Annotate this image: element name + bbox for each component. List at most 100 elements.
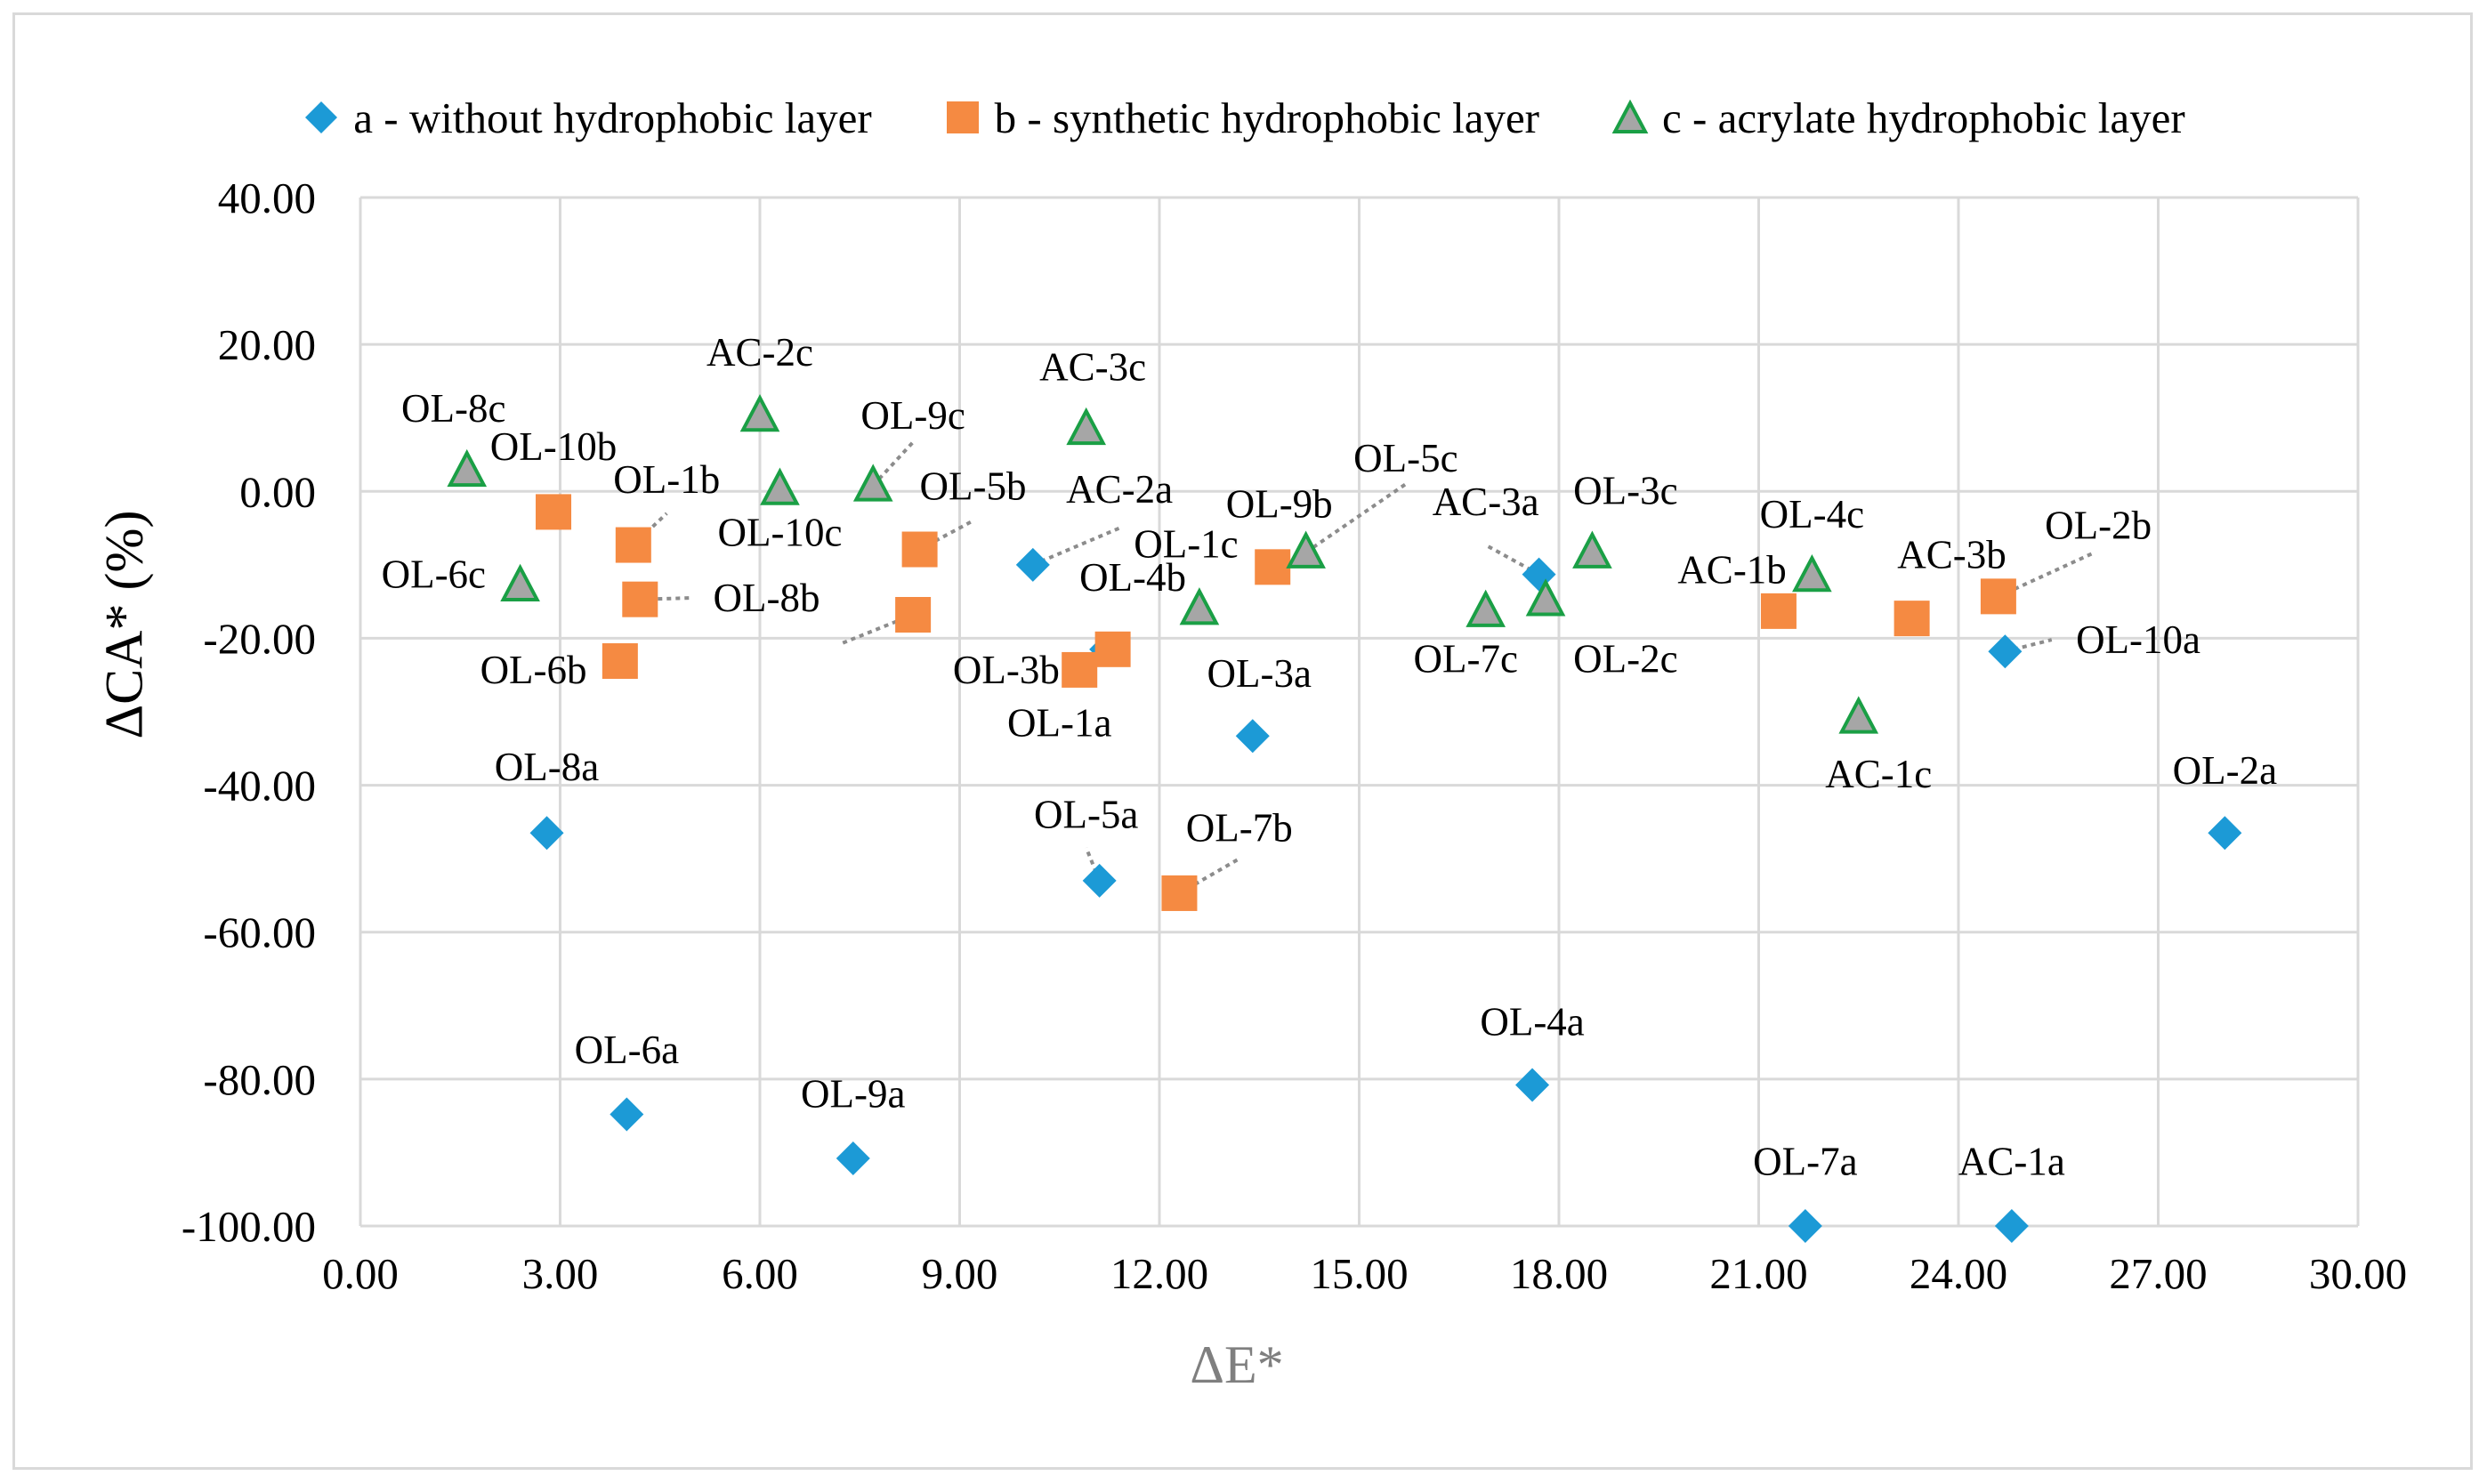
data-point-ol-4a[interactable]: [1515, 1068, 1550, 1102]
data-label-ol-5c: OL-5c: [1353, 436, 1457, 480]
x-tick-label: 9.00: [922, 1249, 998, 1298]
y-tick-label: 20.00: [218, 320, 316, 369]
data-label-ac-3b: AC-3b: [1897, 532, 2007, 577]
data-point-ol-7c[interactable]: [1466, 589, 1506, 627]
y-tick-label: 40.00: [218, 173, 316, 222]
data-label-ol-3a: OL-3a: [1207, 651, 1312, 696]
x-tick-label: 12.00: [1110, 1249, 1208, 1298]
data-label-ac-1b: AC-1b: [1677, 548, 1787, 593]
data-point-ol-5a[interactable]: [1082, 863, 1117, 898]
data-point-ol-6b[interactable]: [602, 643, 638, 680]
data-label-ol-4c: OL-4c: [1760, 492, 1864, 536]
data-point-ol-10b[interactable]: [536, 494, 572, 530]
y-axis-title: ΔCA* (%): [94, 510, 154, 739]
data-label-ol-4b: OL-4b: [1079, 555, 1186, 600]
data-label-ol-7c: OL-7c: [1414, 637, 1518, 682]
leader-line: [1032, 526, 1120, 567]
data-point-ol-2b[interactable]: [1980, 578, 2016, 615]
y-tick-label: -80.00: [203, 1055, 316, 1104]
data-point-ac-1b[interactable]: [1760, 593, 1797, 629]
x-tick-label: 18.00: [1510, 1249, 1608, 1298]
data-point-ol-10c[interactable]: [760, 467, 800, 505]
x-tick-label: 15.00: [1310, 1249, 1408, 1298]
leader-line: [632, 512, 668, 547]
data-label-ol-8b: OL-8b: [713, 576, 820, 620]
data-label-ol-6c: OL-6c: [382, 552, 486, 597]
square-icon: [943, 98, 982, 137]
data-point-ol-5c[interactable]: [1286, 530, 1326, 569]
data-point-ol-7a[interactable]: [1788, 1209, 1822, 1243]
data-point-ol-6a[interactable]: [610, 1097, 644, 1132]
data-label-ol-7a: OL-7a: [1753, 1139, 1857, 1183]
triangle-icon: [1611, 98, 1650, 137]
data-point-ol-4b[interactable]: [1094, 631, 1131, 667]
data-point-ol-4c[interactable]: [1792, 553, 1832, 593]
data-label-ac-1a: AC-1a: [1958, 1139, 2065, 1183]
data-label-ol-3c: OL-3c: [1573, 468, 1677, 512]
data-point-ac-3b[interactable]: [1894, 601, 1930, 637]
data-label-ol-10b: OL-10b: [490, 424, 617, 469]
data-point-ol-9c[interactable]: [852, 464, 893, 502]
x-tick-label: 24.00: [1910, 1249, 2007, 1298]
data-point-ol-3a[interactable]: [1235, 719, 1270, 754]
data-point-ol-10a[interactable]: [1988, 634, 2023, 669]
data-label-ac-3c: AC-3c: [1039, 345, 1146, 390]
x-tick-label: 0.00: [322, 1249, 399, 1298]
data-point-ol-1b[interactable]: [615, 527, 651, 563]
data-label-ol-9c: OL-9c: [860, 393, 965, 438]
data-label-ol-5b: OL-5b: [919, 464, 1026, 509]
x-tick-label: 3.00: [522, 1249, 599, 1298]
data-label-ol-7b: OL-7b: [1186, 805, 1293, 850]
data-point-ol-6c[interactable]: [500, 563, 540, 601]
data-point-ac-3a[interactable]: [1522, 557, 1556, 592]
data-label-ol-1a: OL-1a: [1007, 700, 1111, 745]
data-label-ol-6a: OL-6a: [575, 1028, 679, 1072]
chart-legend: a - without hydrophobic layer b - synthe…: [0, 82, 2487, 153]
data-point-ol-8b[interactable]: [622, 581, 658, 617]
x-tick-label: 27.00: [2109, 1249, 2207, 1298]
x-axis-title: ΔE*: [1190, 1335, 1284, 1394]
legend-item-a[interactable]: a - without hydrophobic layer: [302, 93, 872, 143]
data-point-ac-2c[interactable]: [739, 393, 780, 432]
y-tick-label: -40.00: [203, 762, 316, 811]
data-point-ol-3b[interactable]: [1062, 651, 1098, 688]
data-point-ac-1a[interactable]: [1994, 1209, 2029, 1243]
data-point-ol-9a[interactable]: [836, 1141, 870, 1176]
data-point-ol-8a[interactable]: [529, 816, 564, 851]
data-label-ol-4a: OL-4a: [1480, 999, 1584, 1044]
data-point-ol-1c[interactable]: [1179, 587, 1220, 625]
data-label-ac-2c: AC-2c: [707, 330, 813, 375]
data-label-ac-2a: AC-2a: [1066, 467, 1173, 512]
data-label-ol-5a: OL-5a: [1034, 793, 1138, 837]
legend-label-c: c - acrylate hydrophobic layer: [1662, 93, 2185, 142]
data-label-ol-9a: OL-9a: [801, 1071, 905, 1116]
data-label-ol-3b: OL-3b: [953, 648, 1060, 692]
data-point-ac-2a[interactable]: [1015, 547, 1050, 582]
data-point-ol-7b[interactable]: [1161, 875, 1198, 911]
data-point-ac-3c[interactable]: [1066, 407, 1107, 446]
legend-item-c[interactable]: c - acrylate hydrophobic layer: [1611, 93, 2185, 143]
data-point-ac-2b[interactable]: [895, 597, 932, 633]
data-point-ol-9b[interactable]: [1255, 549, 1291, 585]
data-point-ol-8c[interactable]: [447, 448, 488, 488]
legend-item-b[interactable]: b - synthetic hydrophobic layer: [943, 93, 1539, 143]
leader-line: [1084, 847, 1102, 882]
data-label-ol-6b: OL-6b: [480, 648, 587, 692]
data-label-ol-1c: OL-1c: [1134, 522, 1238, 567]
data-point-ol-2c[interactable]: [1525, 578, 1566, 617]
y-tick-label: 0.00: [239, 467, 316, 516]
x-tick-label: 21.00: [1709, 1249, 1807, 1298]
data-point-ac-1c[interactable]: [1838, 696, 1879, 734]
data-label-ol-2c: OL-2c: [1573, 637, 1677, 682]
data-label-ol-10c: OL-10c: [717, 511, 842, 555]
y-tick-label: -20.00: [203, 614, 316, 663]
data-label-ol-9b: OL-9b: [1226, 481, 1333, 526]
x-tick-label: 6.00: [722, 1249, 798, 1298]
data-label-ol-8c: OL-8c: [401, 386, 505, 431]
data-point-ol-3c[interactable]: [1572, 530, 1612, 569]
legend-label-a: a - without hydrophobic layer: [353, 93, 872, 142]
data-point-ol-5b[interactable]: [901, 531, 938, 568]
data-point-ol-2a[interactable]: [2208, 816, 2242, 851]
data-label-ol-8a: OL-8a: [495, 745, 599, 789]
